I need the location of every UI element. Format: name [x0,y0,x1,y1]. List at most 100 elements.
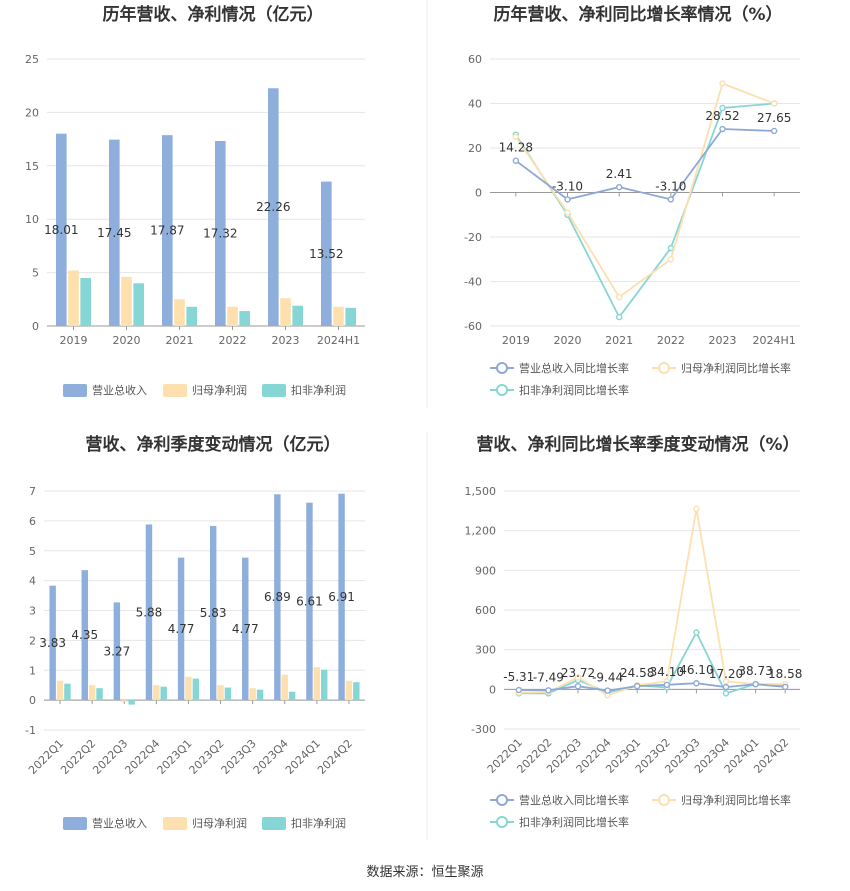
line-point [722,683,730,691]
data-label: 6.91 [328,590,355,604]
bar-revenue [209,525,217,701]
y-tick-label: 5 [32,267,39,280]
data-label: 18.01 [44,223,78,237]
x-tick-label: 2019 [60,334,88,347]
line-point [719,80,726,87]
line-point [564,209,571,216]
legend-label: 营业总收入同比增长率 [519,361,629,375]
legend-label: 归母净利润 [192,383,247,397]
data-label: 6.89 [264,590,291,604]
chart-title: 营收、净利季度变动情况（亿元） [86,434,341,455]
data-label: 34.10 [650,665,684,679]
legend-label: 归母净利润同比增长率 [681,361,791,375]
y-tick-label: -300 [471,723,496,736]
bar-parent-profit [217,685,224,701]
bar-deducted-profit [345,307,356,326]
line-point [782,683,789,691]
bar-revenue [177,557,185,701]
bar-revenue [49,585,56,701]
line-point [719,125,726,133]
bar-parent-profit [333,306,344,326]
data-label: -7.49 [533,670,564,684]
legend-swatch [63,817,87,830]
legend-swatch-marker [658,362,670,374]
data-label: 22.26 [256,200,290,214]
bar-parent-profit [280,298,291,326]
bar-revenue [306,502,313,701]
line-point [667,196,675,203]
legend-swatch-marker [496,384,508,396]
line-point [615,313,623,321]
y-tick-label: 7 [29,485,36,498]
x-tick-label: 2024Q2 [315,737,355,777]
y-tick-label: 10 [25,213,39,226]
x-tick-label: 2022 [657,334,685,347]
chart-quarter-line: 营收、净利同比增长率季度变动情况（%） -300 0 300 600 900 1,200 1,… [465,434,803,829]
y-tick-label: 6 [29,515,36,528]
x-tick-label: 2024H1 [753,334,796,347]
bar-revenue [274,494,281,701]
data-label: 5.88 [136,605,163,619]
bar-deducted-profit [186,306,197,326]
data-label: 3.83 [39,636,66,650]
legend-label: 扣非净利润 [291,816,346,830]
y-tick-label: -20 [464,231,482,244]
data-label: 17.45 [97,226,131,240]
bar-parent-profit [68,270,79,326]
bar-parent-profit [281,674,288,701]
chart-title: 历年营收、净利情况（亿元） [103,4,324,25]
data-label: 23.72 [561,666,595,680]
x-tick-label: 2022 [219,334,247,347]
bar-deducted-profit [288,691,296,701]
line-point [615,293,623,301]
line-point [693,680,700,687]
line-revenue-growth [515,128,775,201]
data-label: 46.10 [679,663,713,677]
bar-revenue [268,88,279,326]
bar-parent-profit [345,680,353,701]
data-label: 24.58 [620,666,654,680]
data-label: 2.41 [606,167,633,181]
legend-swatch [63,384,87,397]
chart-title: 历年营收、净利同比增长率情况（%） [493,4,782,25]
bar-parent-profit [153,685,160,701]
legend-swatch-marker [658,794,670,806]
bar-deducted-profit [128,700,135,705]
y-tick-label: 900 [475,564,496,577]
chart-title: 营收、净利同比增长率季度变动情况（%） [476,434,799,455]
line-point [667,244,675,252]
line-deducted-profit-growth [515,102,775,319]
y-tick-label: 1,500 [465,485,497,498]
legend-label: 扣非净利润同比增长率 [519,383,629,397]
bar-deducted-profit [96,688,103,701]
legend-label: 营业总收入同比增长率 [519,793,629,807]
y-tick-label: 20 [468,142,482,155]
line-point [574,682,582,690]
bar-deducted-profit [239,311,250,326]
line-point [604,687,611,694]
bar-parent-profit [121,276,132,326]
legend-label: 归母净利润同比增长率 [681,793,791,807]
y-tick-label: 25 [25,53,39,66]
bar-deducted-profit [192,678,200,701]
bar-revenue [215,141,226,326]
y-tick-label: 300 [475,644,496,657]
y-tick-label: 20 [25,106,39,119]
y-tick-label: 1,200 [465,525,497,538]
line-point [693,629,700,636]
line-point [663,681,670,689]
line-point [545,687,552,694]
legend-label: 扣非净利润 [291,383,346,397]
bar-deducted-profit [64,683,71,701]
x-tick-label: 2023 [272,334,300,347]
x-tick-label: 2021 [605,334,633,347]
data-label: -9.44 [592,671,623,685]
bar-parent-profit [249,688,256,701]
bar-deducted-profit [133,283,144,326]
bar-parent-profit [313,667,321,701]
data-label: 17.20 [709,667,743,681]
data-label: 28.52 [705,109,739,123]
line-point [634,682,641,690]
y-tick-label: -60 [464,320,482,333]
